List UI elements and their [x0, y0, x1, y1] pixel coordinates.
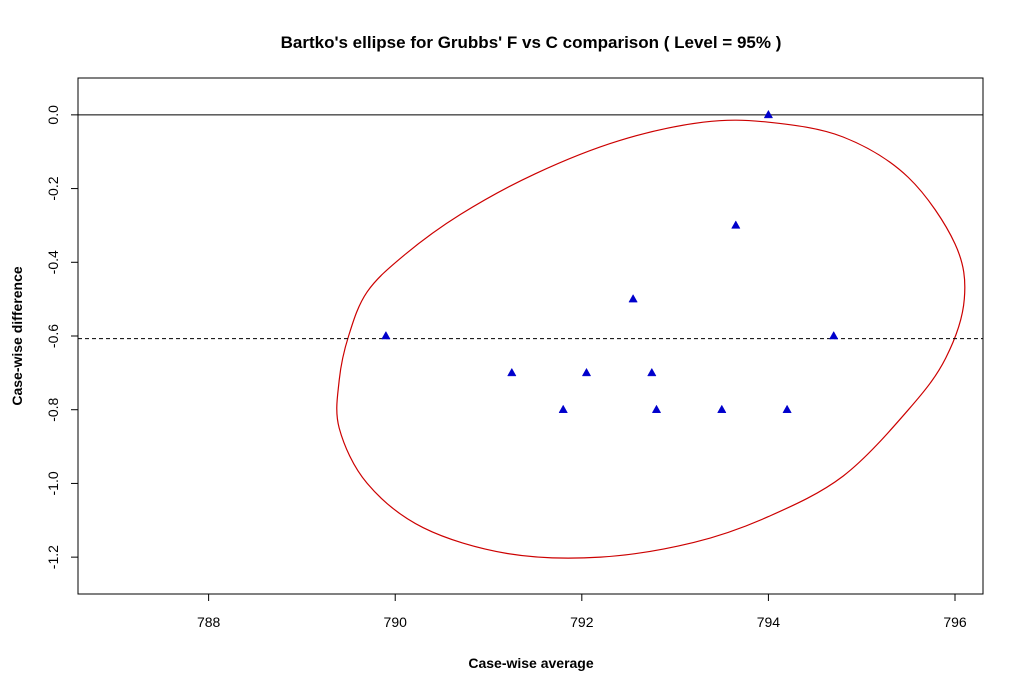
data-point [717, 404, 727, 413]
confidence-ellipse [336, 119, 966, 559]
x-tick-label: 788 [197, 614, 221, 630]
x-axis: 788 790 792 794 796 [197, 594, 967, 630]
data-point [763, 109, 774, 119]
x-tick-label: 790 [384, 614, 408, 630]
data-point [731, 220, 741, 229]
ellipse-layer [336, 119, 966, 559]
plot-frame [77, 77, 984, 595]
y-tick-label: -0.4 [45, 250, 61, 274]
x-tick-label: 794 [757, 614, 781, 630]
data-point [829, 330, 839, 340]
reference-lines-layer [78, 114, 983, 340]
data-point [782, 404, 792, 413]
data-point [628, 294, 638, 303]
y-tick-label: 0.0 [45, 105, 61, 125]
data-point [381, 330, 391, 340]
x-axis-label: Case-wise average [468, 655, 594, 671]
y-tick-label: -1.0 [45, 471, 61, 495]
x-tick-label: 796 [943, 614, 967, 630]
y-axis: 0.0 -0.2 -0.4 -0.6 -0.8 -1.0 -1.2 [45, 105, 78, 569]
data-point [507, 367, 517, 377]
data-point [581, 367, 592, 377]
y-tick-label: -0.8 [45, 397, 61, 421]
data-point [651, 404, 662, 413]
y-tick-label: -1.2 [45, 545, 61, 569]
points-layer [381, 109, 839, 413]
y-tick-label: -0.6 [45, 324, 61, 348]
chart-title: Bartko's ellipse for Grubbs' F vs C comp… [281, 33, 782, 52]
data-point [558, 404, 568, 413]
data-point [647, 367, 657, 377]
x-tick-label: 792 [570, 614, 594, 630]
y-axis-label: Case-wise difference [9, 266, 25, 405]
y-tick-label: -0.2 [45, 176, 61, 200]
